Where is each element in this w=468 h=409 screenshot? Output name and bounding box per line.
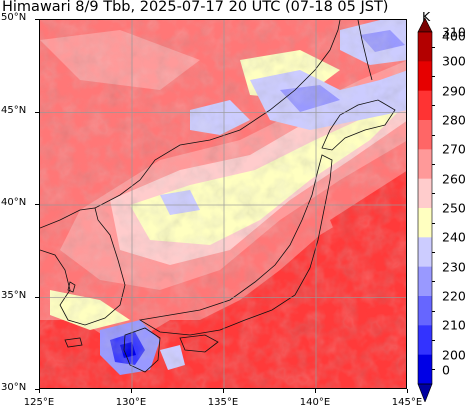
colorbar-tick-label: 400: [442, 28, 466, 44]
lat-tick: [35, 111, 39, 113]
colorbar-tick: [432, 135, 435, 136]
lat-tick: [35, 19, 39, 20]
lat-tick: [35, 389, 39, 390]
colorbar-tick: [432, 47, 435, 48]
lat-tick-label: 30°N: [1, 382, 27, 393]
lon-tick: [315, 389, 316, 393]
colorbar-tick: [432, 193, 435, 194]
satellite-map: [39, 19, 407, 389]
colorbar-segment: [418, 208, 432, 238]
colorbar-tick-label: 300: [442, 53, 466, 69]
colorbar-segment: [418, 32, 432, 62]
colorbar-tick-label: 250: [442, 200, 466, 216]
colorbar-tick: [432, 76, 435, 77]
lat-tick-label: 35°N: [1, 289, 27, 301]
lat-tick-label: 45°N: [1, 104, 27, 116]
lon-tick-label: 130°E: [115, 397, 147, 408]
colorbar-tick-label: 290: [442, 83, 466, 99]
colorbar-tick-label: 310: [442, 24, 466, 40]
gridlines: [40, 20, 406, 388]
colorbar-segment: [418, 325, 432, 356]
colorbar-tick-label: 240: [442, 229, 466, 245]
lon-tick: [131, 389, 132, 393]
colorbar-segment: [418, 296, 432, 326]
colorbar-unit: K: [422, 9, 431, 24]
lon-tick: [407, 389, 408, 393]
page-title: Himawari 8/9 Tbb, 2025-07-17 20 UTC (07-…: [2, 0, 389, 15]
colorbar-tick: [432, 252, 435, 253]
colorbar-tick-label: 260: [442, 171, 466, 187]
lon-tick-label: 140°E: [299, 397, 331, 408]
lon-tick-label: 125°E: [23, 397, 55, 408]
colorbar-frame: [417, 31, 433, 385]
colorbar-tick-label: 0: [442, 362, 450, 378]
colorbar-segment: [418, 354, 432, 385]
colorbar-extend-bottom: [417, 383, 433, 402]
colorbar-tick-label: 200: [442, 347, 466, 363]
map-image: [40, 20, 406, 388]
lon-tick: [223, 389, 224, 393]
lon-tick: [39, 389, 40, 393]
lat-tick: [35, 204, 39, 205]
colorbar-tick: [432, 311, 435, 312]
colorbar-segment: [418, 178, 432, 209]
colorbar-tick-label: 270: [442, 141, 466, 157]
lon-tick-label: 145°E: [391, 397, 423, 408]
colorbar-tick-label: 210: [442, 317, 466, 333]
colorbar: [417, 17, 433, 402]
colorbar-segment: [418, 120, 432, 150]
colorbar-segment: [418, 266, 432, 297]
colorbar-segment: [418, 149, 432, 180]
lat-tick-label: 40°N: [1, 197, 27, 208]
colorbar-segment: [418, 237, 432, 268]
lat-tick-label: 50°N: [1, 12, 27, 23]
colorbar-tick-label: 220: [442, 288, 466, 304]
colorbar-tick-label: 230: [442, 259, 466, 275]
colorbar-tick: [432, 340, 435, 341]
colorbar-segment: [418, 90, 432, 121]
lat-tick: [35, 296, 39, 298]
colorbar-tick: [432, 223, 435, 224]
colorbar-tick: [432, 369, 435, 370]
lon-tick-label: 135°E: [207, 397, 239, 408]
colorbar-segment: [418, 61, 432, 92]
colorbar-tick: [432, 164, 435, 165]
colorbar-tick: [432, 281, 435, 282]
colorbar-tick-label: 280: [442, 112, 466, 128]
colorbar-tick: [432, 105, 435, 106]
